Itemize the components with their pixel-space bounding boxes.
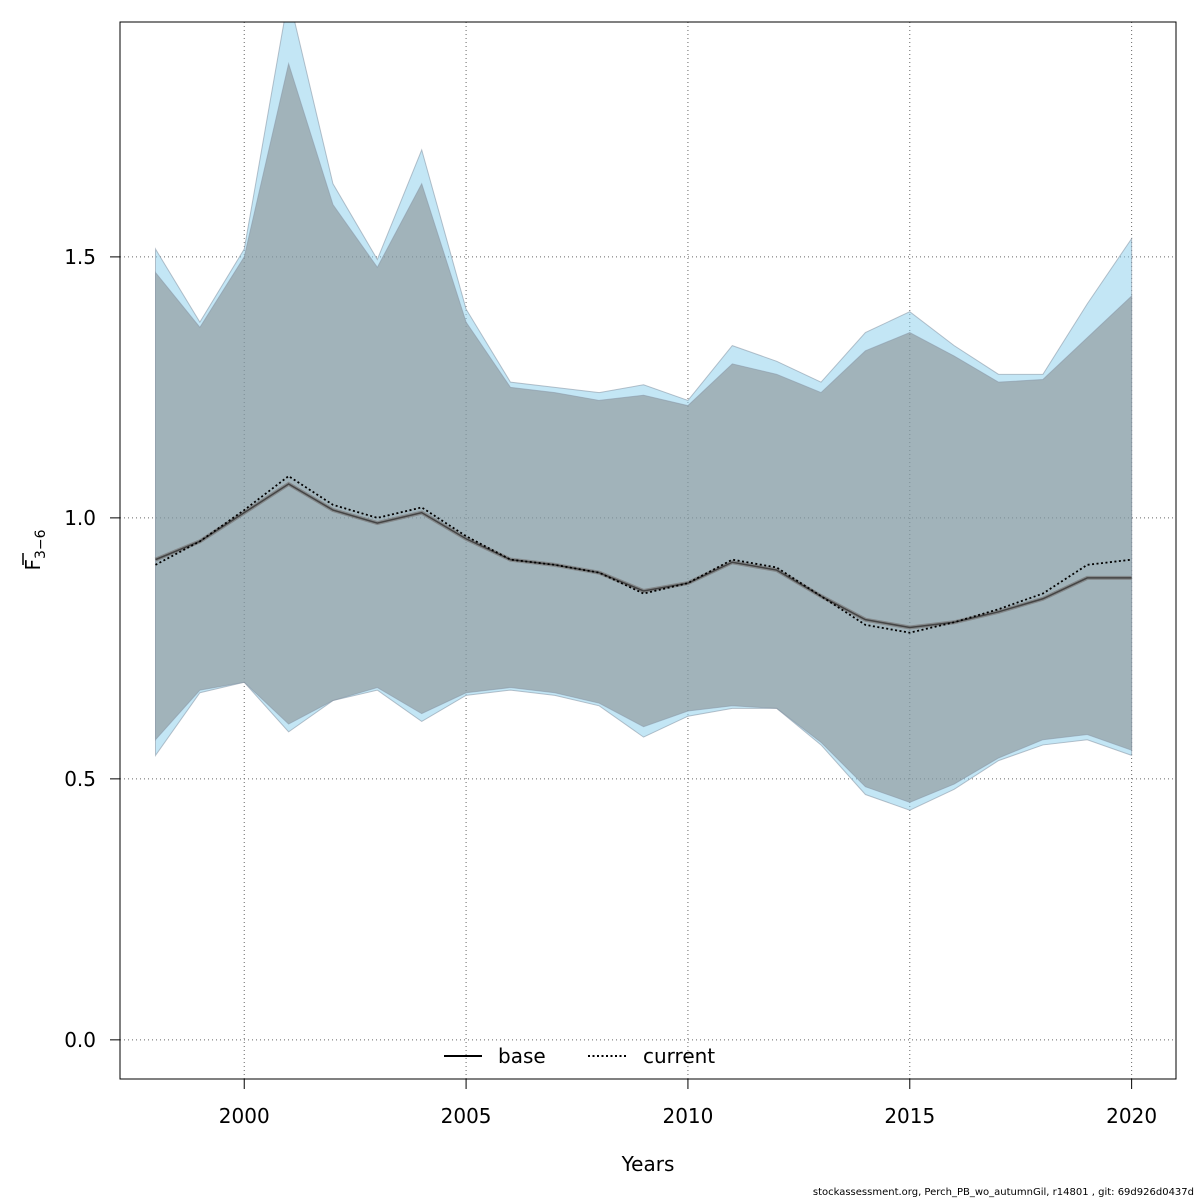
svg-text:F3−6: F3−6	[21, 529, 49, 570]
series-lines	[154, 475, 1132, 634]
x-tick-label: 2020	[1106, 1104, 1157, 1128]
x-tick-label: 2015	[884, 1104, 935, 1128]
y-axis-title: F3−6	[21, 529, 49, 570]
y-axis-title-main: F	[21, 559, 45, 571]
line-base	[155, 483, 1132, 629]
x-axis-title: Years	[621, 1152, 675, 1176]
y-tick-label: 0.5	[64, 767, 96, 791]
y-axis: 0.0 0.5 1.0 1.5	[64, 245, 120, 1052]
plot-frame	[119, 21, 1177, 1080]
legend: base current	[444, 1044, 715, 1068]
legend-label-current: current	[643, 1044, 715, 1068]
footer-credit: stockassessment.org, Perch_PB_wo_autumnG…	[812, 1187, 1194, 1198]
y-axis-title-sub: 3−6	[33, 529, 49, 559]
y-tick-label: 1.0	[64, 506, 96, 530]
x-tick-label: 2010	[662, 1104, 713, 1128]
confidence-bands	[155, 22, 1133, 811]
x-tick-label: 2005	[441, 1104, 492, 1128]
y-tick-label: 0.0	[64, 1028, 96, 1052]
band-base	[155, 61, 1133, 803]
legend-label-base: base	[498, 1044, 546, 1068]
x-tick-label: 2000	[219, 1104, 270, 1128]
x-axis: 2000 2005 2010 2015 2020	[219, 1079, 1157, 1128]
y-tick-label: 1.5	[64, 245, 96, 269]
